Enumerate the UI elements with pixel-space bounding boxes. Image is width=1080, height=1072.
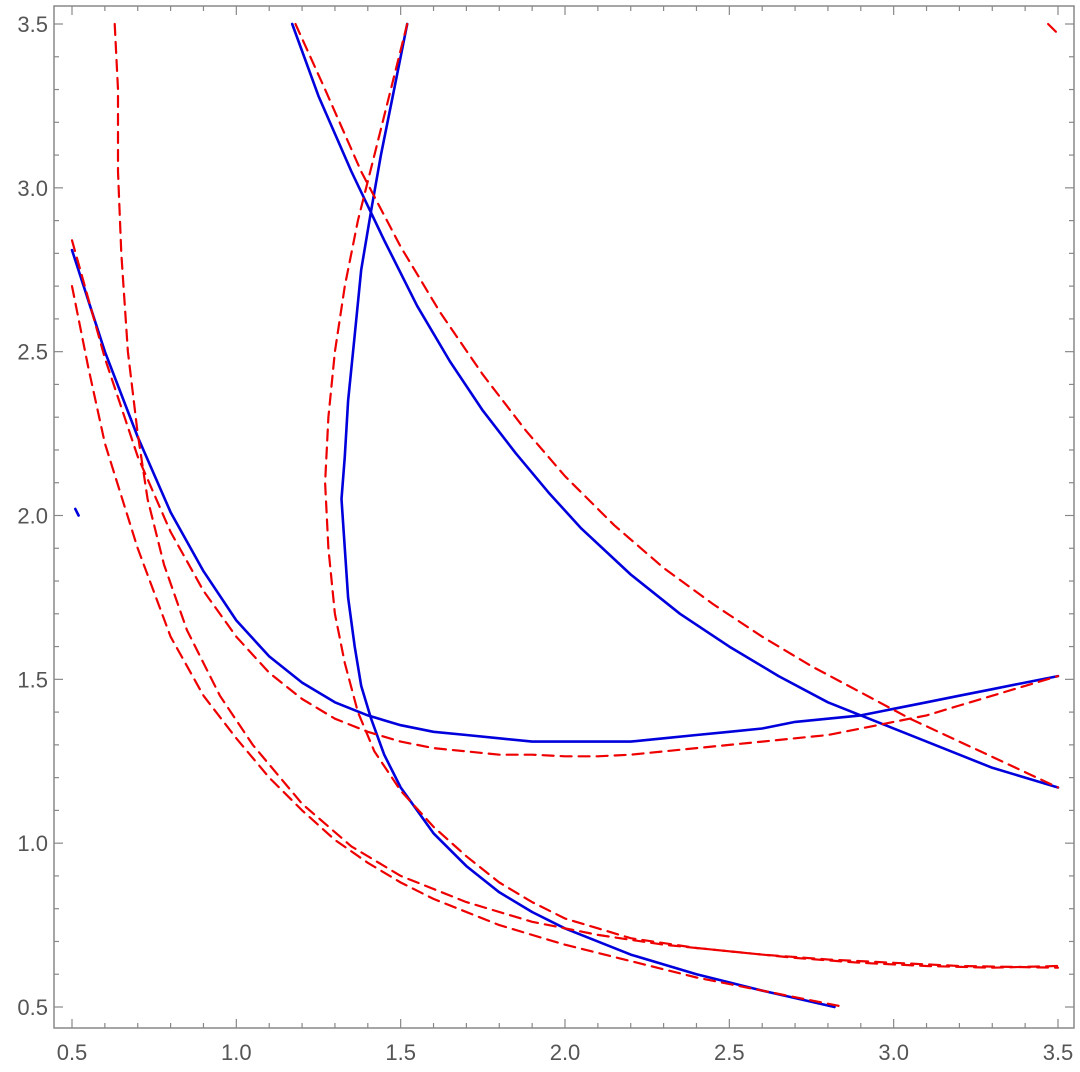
y-tick-label: 1.0 [17, 831, 48, 856]
y-tick-label: 3.0 [17, 176, 48, 201]
x-tick-label: 3.5 [1043, 1040, 1074, 1065]
series-line-3-solid-blue [290, 22, 1060, 789]
series-line-8-dashed-red [324, 22, 1060, 969]
x-tick-label: 3.0 [878, 1040, 909, 1065]
x-tick-label: 1.5 [385, 1040, 416, 1065]
x-tick-label: 1.0 [221, 1040, 252, 1065]
y-tick-label: 1.5 [17, 667, 48, 692]
y-tick-label: 0.5 [17, 995, 48, 1020]
series-line-5-dashed-red [70, 239, 1060, 758]
series-line-10-dashed-red [1047, 22, 1060, 35]
series-layer [70, 22, 1060, 1009]
x-tick-label: 2.0 [550, 1040, 581, 1065]
y-tick-label: 3.5 [17, 12, 48, 37]
x-tick-label: 0.5 [57, 1040, 88, 1065]
y-tick-label: 2.5 [17, 340, 48, 365]
y-tick-label: 2.0 [17, 504, 48, 529]
ticks-layer: 0.5 1.0 1.5 2.0 2.5 3.0 3.5 0.5 1.0 1.5 2.0 2.5 3.0 3… [17, 6, 1074, 1065]
series-line-4-solid-blue [74, 507, 80, 517]
series-line-1-solid-blue [70, 248, 1060, 743]
series-line-9-dashed-red [294, 22, 1060, 789]
plot-frame [53, 5, 1075, 1029]
series-line-7-dashed-red [70, 285, 846, 1009]
x-tick-label: 2.5 [714, 1040, 745, 1065]
